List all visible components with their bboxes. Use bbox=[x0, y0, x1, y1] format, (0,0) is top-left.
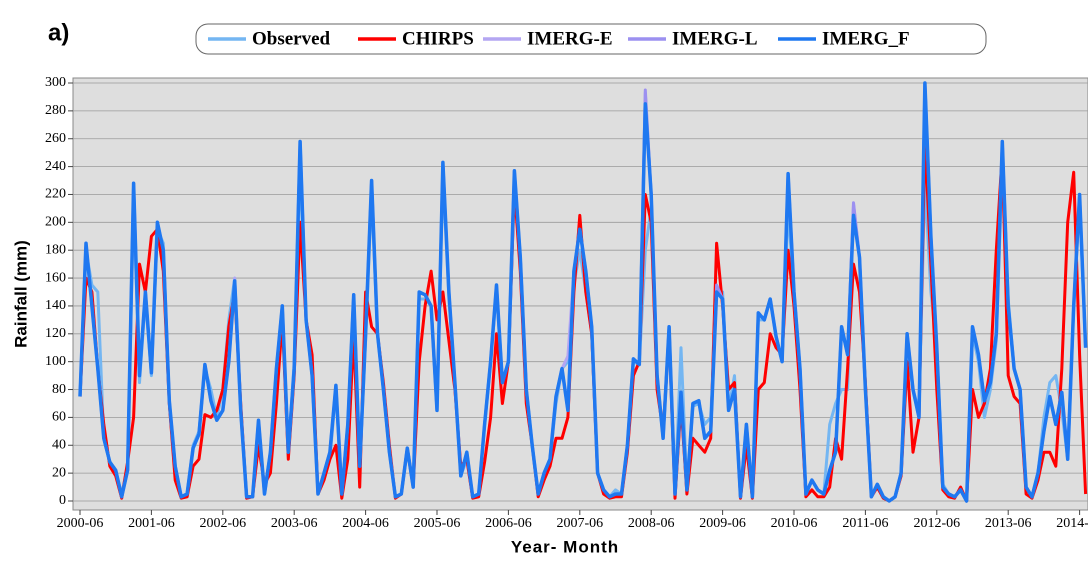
x-tick-label: 2004-06 bbox=[342, 516, 389, 531]
y-tick-label: 80 bbox=[52, 382, 66, 397]
y-tick-label: 300 bbox=[45, 75, 66, 90]
legend-label: Observed bbox=[252, 28, 331, 49]
y-tick-label: 240 bbox=[45, 159, 66, 174]
y-tick-label: 280 bbox=[45, 103, 66, 118]
y-tick-label: 200 bbox=[45, 215, 66, 230]
legend-label: IMERG_F bbox=[822, 28, 910, 49]
panel-label: a) bbox=[48, 19, 69, 46]
y-axis-label: Rainfall (mm) bbox=[11, 240, 30, 348]
x-tick-label: 2012-06 bbox=[913, 516, 960, 531]
x-tick-label: 2014-06 bbox=[1056, 516, 1088, 531]
legend-box bbox=[195, 23, 987, 55]
y-tick-label: 220 bbox=[45, 187, 66, 202]
x-tick-label: 2006-06 bbox=[485, 516, 532, 531]
y-tick-label: 180 bbox=[45, 242, 66, 257]
x-tick-label: 2007-06 bbox=[556, 516, 603, 531]
x-tick-label: 2000-06 bbox=[57, 516, 104, 531]
x-tick-label: 2009-06 bbox=[699, 516, 746, 531]
x-tick-label: 2008-06 bbox=[628, 516, 675, 531]
x-tick-label: 2010-06 bbox=[771, 516, 818, 531]
y-tick-label: 60 bbox=[52, 410, 66, 425]
x-tick-label: 2001-06 bbox=[128, 516, 175, 531]
x-tick-label: 2013-06 bbox=[985, 516, 1032, 531]
y-tick-label: 40 bbox=[52, 437, 66, 452]
legend-label: IMERG-L bbox=[672, 28, 758, 49]
x-tick-label: 2002-06 bbox=[199, 516, 246, 531]
y-tick-label: 0 bbox=[59, 493, 66, 508]
x-axis-label: Year- Month bbox=[511, 537, 619, 556]
y-tick-label: 20 bbox=[52, 465, 66, 480]
y-tick-label: 100 bbox=[45, 354, 66, 369]
x-tick-label: 2011-06 bbox=[842, 516, 888, 531]
y-tick-label: 120 bbox=[45, 326, 66, 341]
legend-label: CHIRPS bbox=[402, 28, 474, 49]
y-tick-label: 260 bbox=[45, 131, 66, 146]
series-line bbox=[78, 81, 1088, 503]
legend-label: IMERG-E bbox=[527, 28, 613, 49]
y-tick-label: 140 bbox=[45, 298, 66, 313]
x-tick-label: 2003-06 bbox=[271, 516, 318, 531]
x-tick-label: 2005-06 bbox=[414, 516, 461, 531]
y-tick-label: 160 bbox=[45, 270, 66, 285]
